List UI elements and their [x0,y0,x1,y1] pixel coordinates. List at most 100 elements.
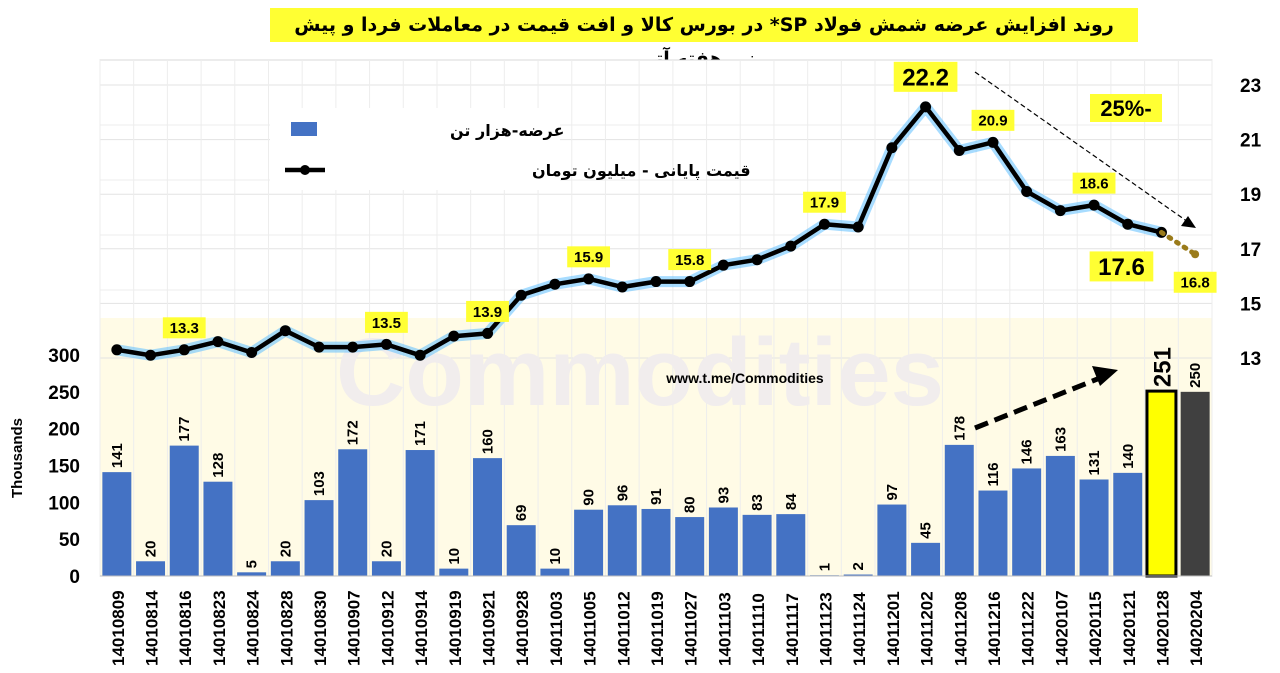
bar-label-14010824: 5 [244,560,261,568]
price-point-6 [313,341,325,353]
x-tick-14011216: 14011216 [985,591,1004,666]
price-point-27 [1021,185,1033,197]
price-point-24 [920,101,932,113]
bar-14011110 [742,514,772,576]
bar-14011027 [675,517,705,576]
right-tick-15: 15 [1240,294,1262,315]
price-label-bg-2 [466,300,509,322]
bar-label-14011003: 10 [547,548,564,565]
bar-label-14011103: 93 [715,487,732,504]
bar-14011005 [574,509,604,576]
price-point-2 [178,344,190,356]
right-tick-23: 23 [1240,76,1261,97]
bar-14010907 [338,449,368,576]
x-tick-14020121: 14020121 [1120,590,1139,666]
bar-label-14010914: 171 [412,421,429,446]
bar-label-14020115: 131 [1086,450,1103,475]
supply-arrow-head [1092,366,1118,386]
price-point-29 [1088,199,1100,211]
x-tick-14010809: 14010809 [109,590,128,666]
x-tick-14010928: 14010928 [513,590,532,666]
watermark-layer: Commodities [336,319,944,426]
price-label-bg-9 [1089,251,1154,282]
bar-14010919 [439,568,469,576]
left-axis-label: Thousands [9,418,26,498]
price-label-8: 18.6 [1079,176,1108,193]
price-point-0 [111,344,123,356]
price-point-12 [515,289,527,301]
price-label-6: 22.2 [902,64,949,91]
x-tick-14011202: 14011202 [918,591,937,666]
price-point-9 [414,349,426,361]
bar-14010912 [371,561,401,576]
bar-label-14010830: 103 [311,471,328,496]
legend: عرضه-هزار تن قیمت پایانی - میلیون تومان [270,108,751,190]
x-tick-14020204: 14020204 [1187,590,1206,666]
x-tick-14011019: 14011019 [648,591,667,666]
bar-label-14020121: 140 [1120,444,1137,469]
price-labels: 13.3 13.5 13.9 15.9 15.8 17.9 22.2 20.9 18.6 17.6… [162,61,1217,339]
bar-label-14011201: 97 [884,484,901,501]
left-tick-250: 250 [48,383,80,404]
price-point-5 [279,325,291,337]
x-tick-14010816: 14010816 [176,590,195,666]
bar-label-14011124: 2 [850,562,867,570]
bar-14011202 [911,542,941,576]
x-tick-14010814: 14010814 [143,590,162,666]
price-point-15 [616,281,628,293]
bar-14011117 [776,514,806,576]
bar-14010814 [136,561,166,576]
x-tick-14011123: 14011123 [816,592,835,666]
bar-14010921 [473,458,503,576]
price-label-7: 20.9 [978,113,1007,130]
bar-14010830 [304,500,334,576]
change-label: 25%- [1100,96,1151,121]
bar-14010928 [506,525,536,576]
x-tick-labels: 14010809 14010814 14010816 14010823 14010824… [109,590,1206,666]
bar-label-14020204: 250 [1187,363,1204,388]
price-label-3: 15.9 [574,249,603,266]
bar-14011208 [944,444,974,576]
source-url: www.t.me/Commodities [665,370,824,386]
bar-label-14010814: 20 [143,541,160,558]
annotations: 25%- www.t.me/Commodities [665,71,1196,431]
x-tick-14010914: 14010914 [412,590,431,666]
bar-14011201 [877,504,907,576]
bar-label-14010828: 20 [277,541,294,558]
bar-14020115 [1079,479,1109,576]
price-line [111,101,1200,361]
legend-box [270,108,560,190]
price-label-bg-8 [1072,172,1116,194]
bar-14011012 [607,505,637,576]
price-label-bg-1 [365,311,408,333]
bar-label-14011027: 80 [682,496,699,513]
bar-label-14011019: 91 [648,488,665,505]
supply-arrow-line [974,375,1101,431]
price-point-14 [583,273,595,285]
x-tick-14010828: 14010828 [277,590,296,666]
right-tick-19: 19 [1240,185,1261,206]
trend-arrow-line [974,71,1189,223]
bar-label-14011117: 84 [783,493,800,510]
bar-14020107 [1045,455,1075,576]
bar-label-14010809: 141 [109,443,126,468]
price-label-2: 13.9 [473,304,502,321]
price-point-21 [818,218,830,230]
bar-14020121 [1113,472,1143,576]
x-tick-14011027: 14011027 [682,591,701,666]
price-label-bg-0 [162,317,206,339]
bar-14011019 [641,508,671,576]
bar-14020128 [1145,389,1178,578]
price-point-7 [347,341,359,353]
bar-labels: 141 20 177 128 5 20 103 172 20 171 10 160 69 10 90 96 91… [109,347,1204,571]
bar-label-14010816: 177 [176,417,193,442]
x-tick-14011003: 14011003 [547,591,566,666]
bar-14010816 [169,445,199,576]
trend-arrow-head [1181,216,1196,228]
price-point-19 [751,254,763,266]
bar-14010828 [270,561,300,576]
left-tick-100: 100 [48,493,80,514]
price-point-30 [1122,218,1134,230]
x-tick-14011222: 14011222 [1019,591,1038,666]
price-label-1: 13.5 [372,315,401,332]
